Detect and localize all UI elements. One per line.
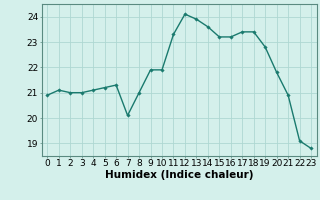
X-axis label: Humidex (Indice chaleur): Humidex (Indice chaleur) [105,170,253,180]
